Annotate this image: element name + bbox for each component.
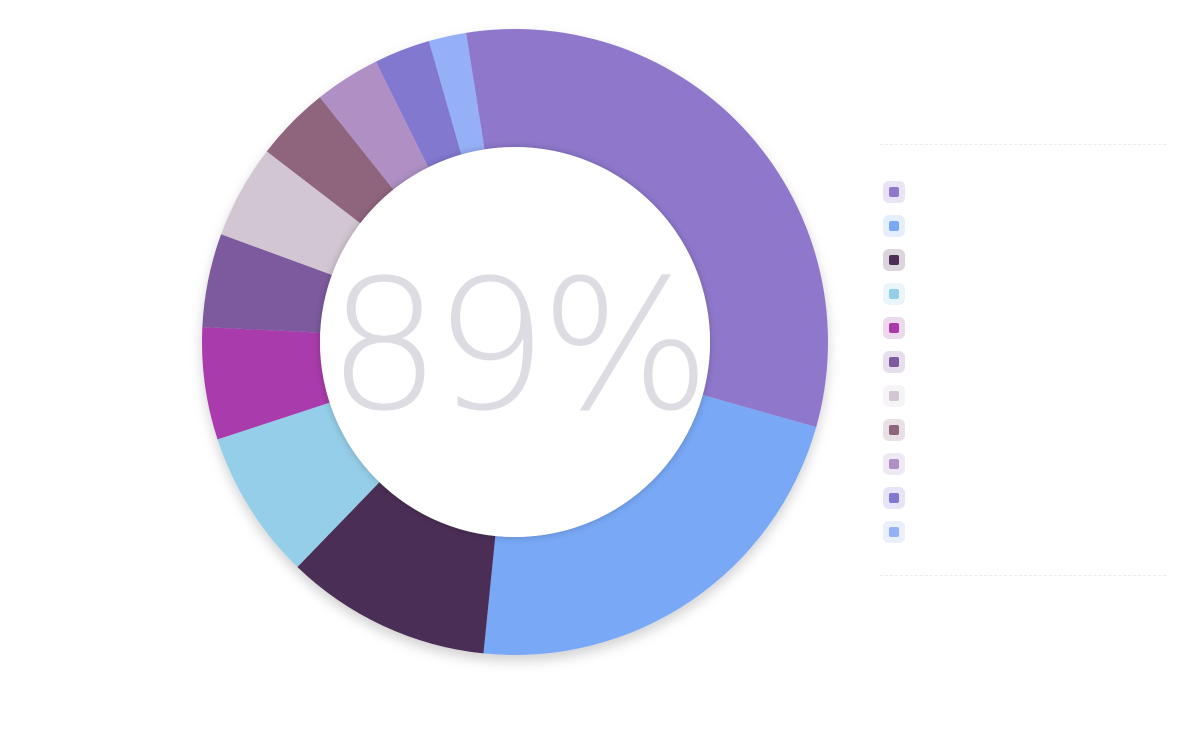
legend-item-11[interactable] (880, 519, 1166, 545)
legend-swatch (883, 419, 905, 441)
legend-swatch-dot (889, 357, 899, 367)
donut-hole (320, 147, 710, 537)
legend-item-4[interactable] (880, 281, 1166, 307)
legend-swatch (883, 385, 905, 407)
donut-slice-7[interactable] (221, 151, 361, 275)
donut-slice-8[interactable] (266, 97, 394, 224)
donut-slice-6[interactable] (202, 234, 332, 333)
chart-legend (880, 144, 1166, 576)
legend-item-8[interactable] (880, 417, 1166, 443)
legend-swatch (883, 487, 905, 509)
legend-swatch (883, 249, 905, 271)
donut-slice-2[interactable] (483, 395, 817, 655)
legend-swatch-dot (889, 459, 899, 469)
legend-swatch (883, 181, 905, 203)
donut-slice-5[interactable] (201, 327, 330, 440)
legend-swatch-dot (889, 289, 899, 299)
legend-swatch (883, 351, 905, 373)
legend-swatch (883, 215, 905, 237)
legend-item-2[interactable] (880, 213, 1166, 239)
legend-swatch-dot (889, 493, 899, 503)
legend-swatch-dot (889, 221, 899, 231)
donut-slice-4[interactable] (217, 402, 380, 567)
legend-swatch (883, 283, 905, 305)
donut-slice-10[interactable] (375, 41, 462, 168)
legend-item-1[interactable] (880, 179, 1166, 205)
legend-swatch-dot (889, 323, 899, 333)
legend-item-6[interactable] (880, 349, 1166, 375)
legend-swatch-dot (889, 425, 899, 435)
legend-swatch (883, 317, 905, 339)
legend-item-9[interactable] (880, 451, 1166, 477)
legend-swatch-dot (889, 527, 899, 537)
donut-slice-9[interactable] (319, 61, 429, 190)
legend-item-3[interactable] (880, 247, 1166, 273)
center-value-label: 89% (327, 242, 703, 451)
donut-slices (201, 29, 828, 655)
donut-slice-3[interactable] (297, 482, 496, 654)
donut-slice-1[interactable] (466, 29, 828, 428)
legend-swatch-dot (889, 187, 899, 197)
legend-swatch (883, 521, 905, 543)
legend-swatch-dot (889, 255, 899, 265)
legend-swatch (883, 453, 905, 475)
legend-swatch-dot (889, 391, 899, 401)
legend-item-10[interactable] (880, 485, 1166, 511)
legend-item-7[interactable] (880, 383, 1166, 409)
donut-slice-11[interactable] (428, 32, 485, 155)
legend-item-5[interactable] (880, 315, 1166, 341)
